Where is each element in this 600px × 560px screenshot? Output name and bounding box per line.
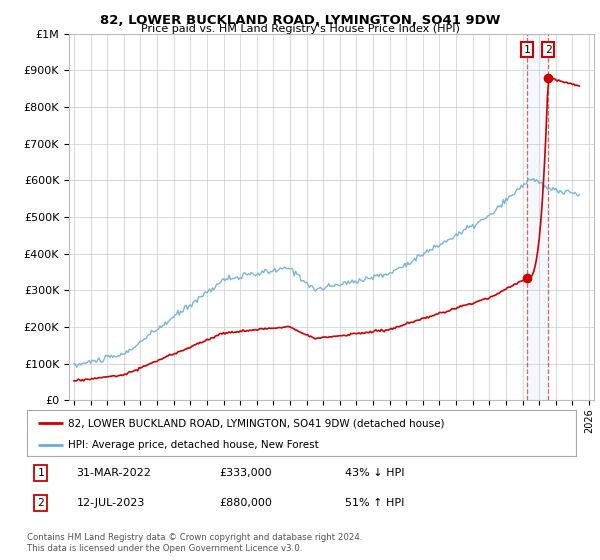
- Text: 2: 2: [545, 45, 551, 55]
- Text: £333,000: £333,000: [219, 468, 272, 478]
- Text: 2: 2: [37, 498, 44, 508]
- Text: Contains HM Land Registry data © Crown copyright and database right 2024.
This d: Contains HM Land Registry data © Crown c…: [27, 533, 362, 553]
- Text: 82, LOWER BUCKLAND ROAD, LYMINGTON, SO41 9DW (detached house): 82, LOWER BUCKLAND ROAD, LYMINGTON, SO41…: [68, 418, 445, 428]
- Text: 43% ↓ HPI: 43% ↓ HPI: [346, 468, 405, 478]
- Text: 31-MAR-2022: 31-MAR-2022: [76, 468, 151, 478]
- Bar: [527, 34, 548, 400]
- Text: HPI: Average price, detached house, New Forest: HPI: Average price, detached house, New …: [68, 440, 319, 450]
- Text: 12-JUL-2023: 12-JUL-2023: [76, 498, 145, 508]
- Text: 82, LOWER BUCKLAND ROAD, LYMINGTON, SO41 9DW: 82, LOWER BUCKLAND ROAD, LYMINGTON, SO41…: [100, 14, 500, 27]
- Text: 1: 1: [523, 45, 530, 55]
- Text: £880,000: £880,000: [219, 498, 272, 508]
- Text: Price paid vs. HM Land Registry's House Price Index (HPI): Price paid vs. HM Land Registry's House …: [140, 24, 460, 34]
- Text: 51% ↑ HPI: 51% ↑ HPI: [346, 498, 405, 508]
- Text: 1: 1: [37, 468, 44, 478]
